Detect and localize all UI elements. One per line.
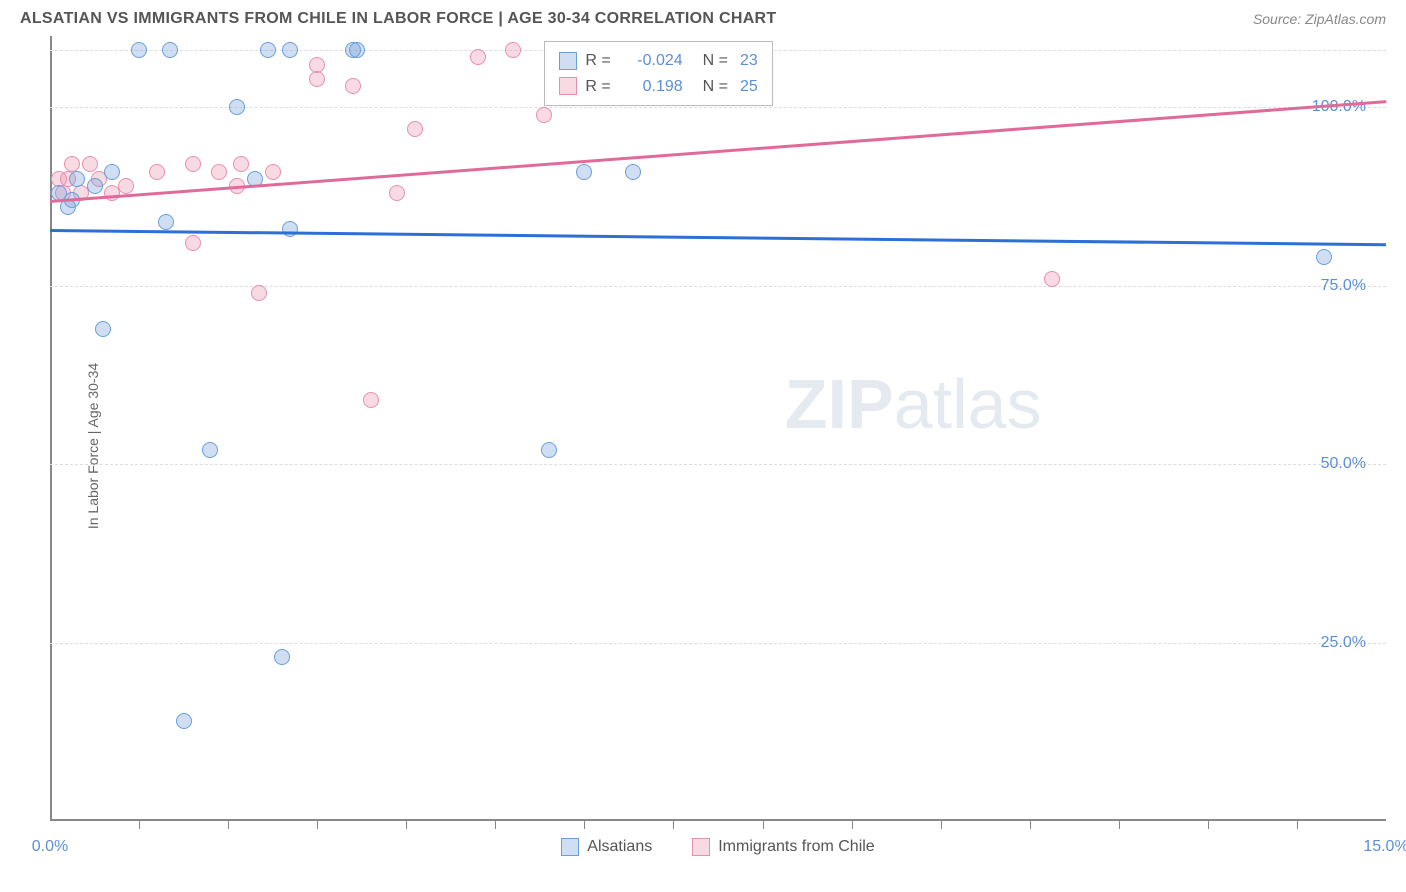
- gridline: [50, 107, 1386, 108]
- gridline: [50, 464, 1386, 465]
- legend-label: Immigrants from Chile: [718, 838, 874, 856]
- data-point: [229, 99, 245, 115]
- chart-source: Source: ZipAtlas.com: [1253, 11, 1386, 27]
- data-point: [95, 321, 111, 337]
- x-tick: [1208, 821, 1209, 829]
- legend-item-chile: Immigrants from Chile: [692, 838, 874, 856]
- x-tick: [1030, 821, 1031, 829]
- data-point: [104, 164, 120, 180]
- plot-region: ZIPatlas 25.0%50.0%75.0%100.0%0.0%15.0%R…: [50, 36, 1386, 856]
- x-tick: [584, 821, 585, 829]
- swatch-icon: [559, 77, 577, 95]
- data-point: [470, 49, 486, 65]
- stats-row: R =0.198N =25: [559, 74, 757, 100]
- data-point: [162, 42, 178, 58]
- data-point: [251, 285, 267, 301]
- chart-title: ALSATIAN VS IMMIGRANTS FROM CHILE IN LAB…: [20, 10, 776, 28]
- y-tick-label: 25.0%: [1321, 634, 1366, 652]
- data-point: [309, 71, 325, 87]
- data-point: [265, 164, 281, 180]
- swatch-icon: [559, 52, 577, 70]
- data-point: [282, 221, 298, 237]
- stats-row: R =-0.024N =23: [559, 48, 757, 74]
- data-point: [1316, 249, 1332, 265]
- x-tick: [406, 821, 407, 829]
- x-tick: [941, 821, 942, 829]
- x-axis: [50, 819, 1386, 821]
- data-point: [407, 121, 423, 137]
- data-point: [363, 392, 379, 408]
- data-point: [118, 178, 134, 194]
- gridline: [50, 286, 1386, 287]
- data-point: [149, 164, 165, 180]
- x-tick: [673, 821, 674, 829]
- data-point: [625, 164, 641, 180]
- y-tick-label: 75.0%: [1321, 277, 1366, 295]
- data-point: [576, 164, 592, 180]
- data-point: [274, 649, 290, 665]
- chart-area: In Labor Force | Age 30-34 ZIPatlas 25.0…: [50, 36, 1386, 856]
- data-point: [536, 107, 552, 123]
- data-point: [82, 156, 98, 172]
- data-point: [158, 214, 174, 230]
- x-tick: [763, 821, 764, 829]
- data-point: [505, 42, 521, 58]
- data-point: [541, 442, 557, 458]
- data-point: [176, 713, 192, 729]
- data-point: [349, 42, 365, 58]
- data-point: [1044, 271, 1060, 287]
- y-axis: [50, 36, 52, 821]
- y-tick-label: 50.0%: [1321, 455, 1366, 473]
- legend-label: Alsatians: [587, 838, 652, 856]
- data-point: [345, 78, 361, 94]
- data-point: [69, 171, 85, 187]
- x-tick: [228, 821, 229, 829]
- data-point: [87, 178, 103, 194]
- data-point: [260, 42, 276, 58]
- swatch-icon: [692, 838, 710, 856]
- stats-legend: R =-0.024N =23R =0.198N =25: [544, 41, 772, 106]
- x-tick: [852, 821, 853, 829]
- gridline: [50, 643, 1386, 644]
- x-tick: [1119, 821, 1120, 829]
- legend-item-alsatians: Alsatians: [561, 838, 652, 856]
- data-point: [211, 164, 227, 180]
- bottom-legend: Alsatians Immigrants from Chile: [50, 838, 1386, 856]
- x-tick: [495, 821, 496, 829]
- x-tick: [317, 821, 318, 829]
- data-point: [185, 235, 201, 251]
- swatch-icon: [561, 838, 579, 856]
- data-point: [389, 185, 405, 201]
- x-tick: [139, 821, 140, 829]
- trend-line: [50, 229, 1386, 246]
- data-point: [282, 42, 298, 58]
- data-point: [131, 42, 147, 58]
- trend-line: [50, 100, 1386, 202]
- watermark: ZIPatlas: [785, 364, 1042, 444]
- data-point: [233, 156, 249, 172]
- x-tick: [1297, 821, 1298, 829]
- data-point: [202, 442, 218, 458]
- data-point: [185, 156, 201, 172]
